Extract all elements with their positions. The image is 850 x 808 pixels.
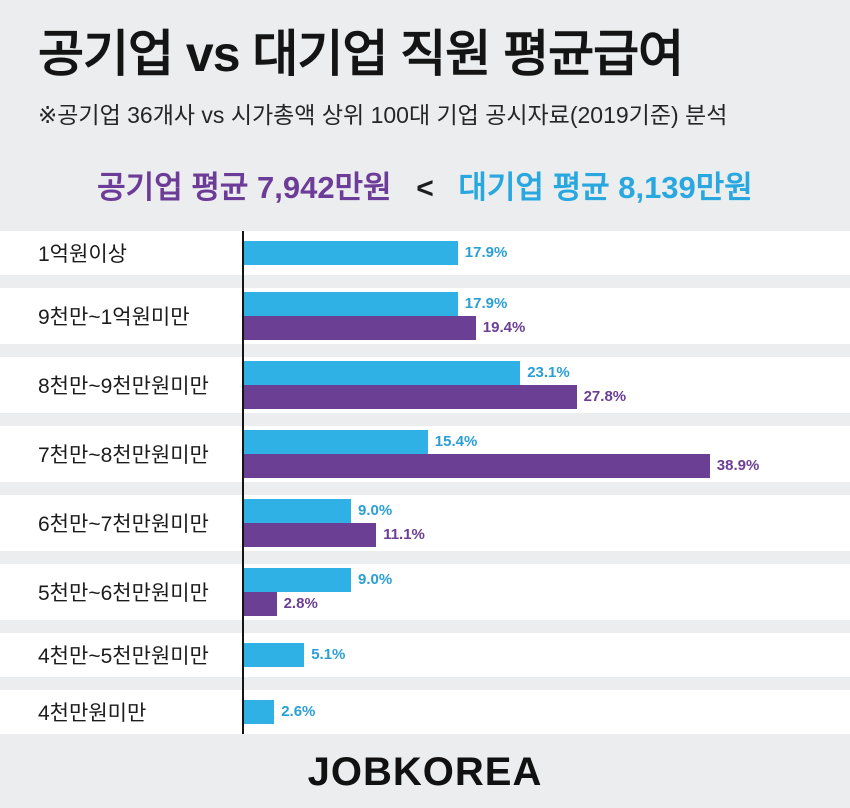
- less-than-sign: <: [416, 171, 434, 205]
- bar-public-company: [243, 453, 710, 478]
- bar-group: 15.4% 38.9%: [243, 429, 850, 478]
- bar-line: 27.8%: [243, 384, 850, 409]
- bar-line: 9.0%: [243, 567, 850, 592]
- category-label: 6천만~7천만원미만: [38, 512, 209, 536]
- bar-public-company: [243, 522, 377, 547]
- category-label: 5천만~6천만원미만: [38, 581, 209, 605]
- chart-row: 4천만~5천만원미만 5.1%: [0, 632, 850, 677]
- bar-large-company: [243, 429, 428, 454]
- bar-value-label: 5.1%: [311, 646, 346, 663]
- bar-value-label: 27.8%: [583, 388, 627, 405]
- bar-group: 2.6%: [243, 699, 850, 724]
- bar-value-label: 11.1%: [383, 526, 425, 543]
- bar-value-label: 2.8%: [283, 595, 318, 612]
- bar-line: 5.1%: [243, 642, 850, 667]
- bar-group: 5.1%: [243, 642, 850, 667]
- category-label: 1억원이상: [38, 242, 127, 266]
- bar-line: 2.6%: [243, 699, 850, 724]
- bar-group: 9.0% 2.8%: [243, 567, 850, 616]
- bar-group: 9.0% 11.1%: [243, 498, 850, 547]
- chart-row: 6천만~7천만원미만 9.0% 11.1%: [0, 494, 850, 551]
- bar-value-label: 2.6%: [281, 703, 316, 720]
- category-label: 4천만~5천만원미만: [38, 644, 209, 668]
- bar-large-company: [243, 567, 351, 592]
- bar-line: 19.4%: [243, 315, 850, 340]
- bar-line: 17.9%: [243, 291, 850, 316]
- chart-row: 8천만~9천만원미만 23.1% 27.8%: [0, 356, 850, 413]
- bar-group: 23.1% 27.8%: [243, 360, 850, 409]
- bar-group: 17.9%: [243, 240, 850, 265]
- bar-line: 2.8%: [243, 591, 850, 616]
- bar-value-label: 9.0%: [358, 571, 393, 588]
- bar-value-label: 17.9%: [464, 244, 508, 261]
- bar-large-company: [243, 642, 305, 667]
- subtitle: ※공기업 36개사 vs 시가총액 상위 100대 기업 공시자료(2019기준…: [38, 101, 728, 128]
- chart-row: 7천만~8천만원미만 15.4% 38.9%: [0, 425, 850, 482]
- bar-large-company: [243, 291, 458, 316]
- bar-public-company: [243, 384, 577, 409]
- category-label: 9천만~1억원미만: [38, 305, 190, 329]
- page-title: 공기업 vs 대기업 직원 평균급여: [38, 26, 684, 82]
- bar-line: 11.1%: [243, 522, 850, 547]
- summary-line: 공기업 평균 7,942만원 < 대기업 평균 8,139만원: [0, 162, 850, 207]
- bar-line: 23.1%: [243, 360, 850, 385]
- bar-value-label: 9.0%: [358, 502, 393, 519]
- salary-bar-chart: 1억원이상 17.9% 9천만~1억원미만 17.9% 19.4% 8천만~9천만원미만 2…: [0, 230, 850, 734]
- bar-value-label: 15.4%: [434, 433, 478, 450]
- chart-row: 9천만~1억원미만 17.9% 19.4%: [0, 287, 850, 344]
- bar-line: 38.9%: [243, 453, 850, 478]
- category-label: 4천만원미만: [38, 701, 147, 725]
- chart-row: 1억원이상 17.9%: [0, 230, 850, 275]
- axis-line: [242, 230, 244, 734]
- bar-large-company: [243, 240, 458, 265]
- bar-large-company: [243, 360, 521, 385]
- category-label: 7천만~8천만원미만: [38, 443, 209, 467]
- jobkorea-logo: JOBKOREA: [307, 749, 543, 794]
- bar-large-company: [243, 699, 275, 724]
- footer: JOBKOREA: [0, 750, 850, 795]
- bar-public-company: [243, 591, 277, 616]
- bar-large-company: [243, 498, 351, 523]
- bar-value-label: 38.9%: [716, 457, 760, 474]
- bar-line: 9.0%: [243, 498, 850, 523]
- chart-row: 4천만원미만 2.6%: [0, 689, 850, 734]
- category-label: 8천만~9천만원미만: [38, 374, 209, 398]
- bar-value-label: 17.9%: [464, 295, 508, 312]
- bar-public-company: [243, 315, 476, 340]
- bar-group: 17.9% 19.4%: [243, 291, 850, 340]
- bar-line: 17.9%: [243, 240, 850, 265]
- bar-value-label: 23.1%: [527, 364, 570, 381]
- bar-value-label: 19.4%: [482, 319, 526, 336]
- bar-line: 15.4%: [243, 429, 850, 454]
- summary-private-average: 대기업 평균 8,139만원: [458, 169, 753, 205]
- chart-row: 5천만~6천만원미만 9.0% 2.8%: [0, 563, 850, 620]
- summary-public-average: 공기업 평균 7,942만원: [97, 169, 392, 205]
